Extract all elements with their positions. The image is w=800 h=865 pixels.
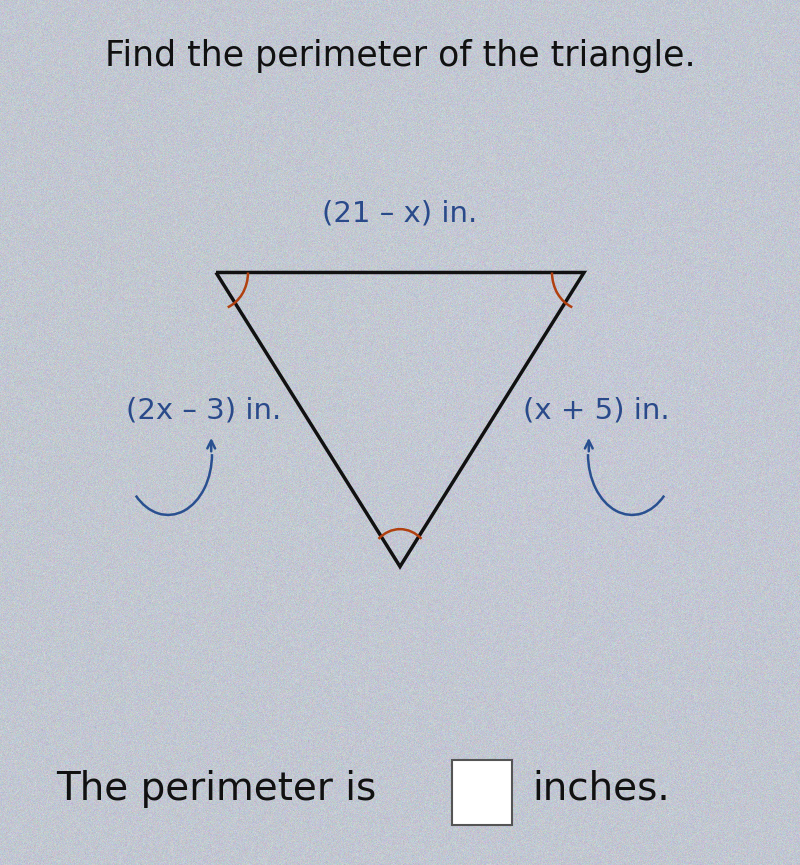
Text: (x + 5) in.: (x + 5) in. [522,397,670,425]
Text: The perimeter is: The perimeter is [56,770,376,808]
FancyBboxPatch shape [452,760,512,825]
Text: (2x – 3) in.: (2x – 3) in. [126,397,282,425]
Text: inches.: inches. [532,770,670,808]
Text: Find the perimeter of the triangle.: Find the perimeter of the triangle. [105,39,695,73]
Text: (21 – x) in.: (21 – x) in. [322,200,478,227]
